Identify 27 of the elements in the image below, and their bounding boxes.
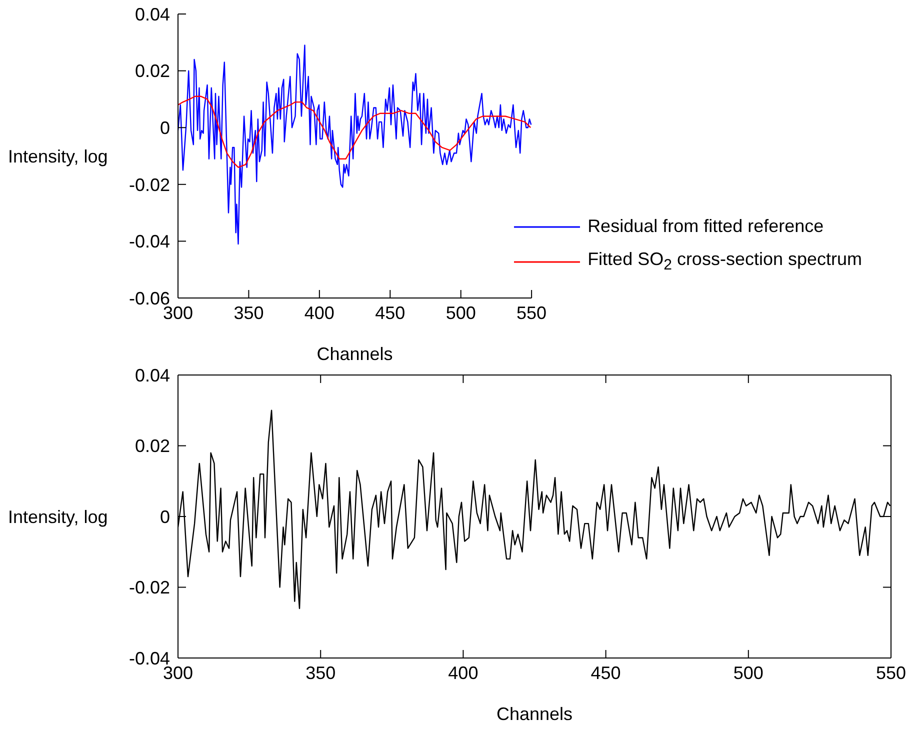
x-tick-label: 550 xyxy=(516,302,547,323)
line-series xyxy=(178,44,532,245)
y-tick-label: 0.04 xyxy=(134,4,170,24)
x-tick-label: 500 xyxy=(446,302,476,323)
y-axis-title: Intensity, log xyxy=(8,146,108,166)
y-tick-label: -0.02 xyxy=(128,174,170,195)
x-tick-label: 500 xyxy=(733,662,764,683)
x-tick-label: 400 xyxy=(448,662,478,683)
y-tick-label: 0 xyxy=(160,118,170,138)
y-tick-label: -0.02 xyxy=(128,578,170,598)
y-tick-label: 0.04 xyxy=(134,365,170,386)
y-tick-label: 0.02 xyxy=(134,61,170,82)
x-tick-label: 400 xyxy=(304,302,334,323)
y-tick-label: -0.04 xyxy=(128,232,170,252)
x-tick-label: 350 xyxy=(306,662,336,683)
x-tick-label: 350 xyxy=(234,302,264,323)
y-tick-label: 0.02 xyxy=(134,436,170,456)
line-series xyxy=(178,96,532,168)
x-axis-title: Channels xyxy=(316,344,393,364)
x-axis-title: Channels xyxy=(496,704,573,724)
legend-label: Residual from fitted reference xyxy=(588,216,824,238)
y-axis-title: Intensity, log xyxy=(8,506,108,527)
y-tick-label: 0 xyxy=(160,506,170,527)
x-tick-label: 550 xyxy=(876,662,906,683)
x-tick-label: 450 xyxy=(375,302,406,323)
legend-label: Fitted SO$_{2}$ cross-section spectrum xyxy=(588,249,862,274)
x-tick-label: 450 xyxy=(590,662,621,683)
